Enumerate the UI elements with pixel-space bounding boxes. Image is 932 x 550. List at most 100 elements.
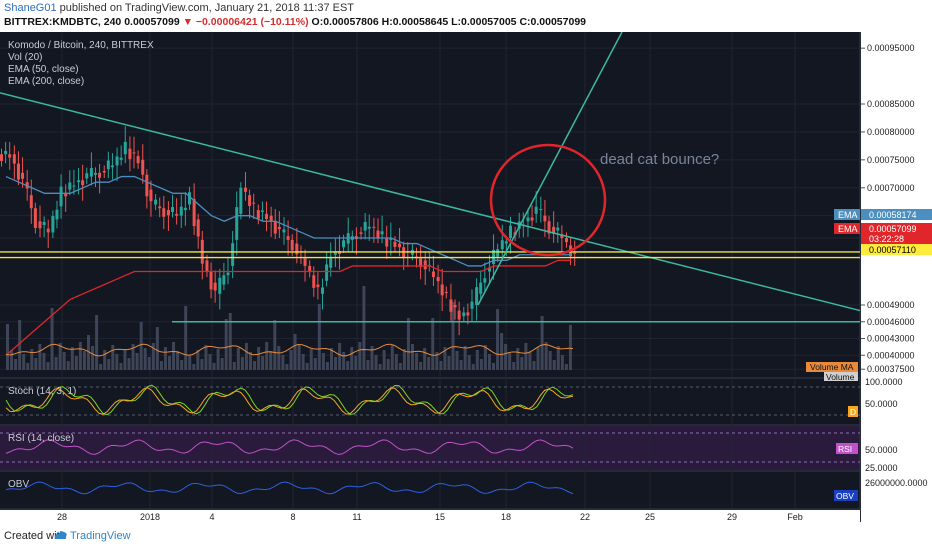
candle-body (321, 287, 325, 294)
volume-bar (147, 357, 151, 370)
rising-trendline[interactable] (477, 32, 623, 306)
close-value: 0.00057099 (530, 16, 587, 28)
volume-bar (184, 306, 188, 370)
candle-body (141, 159, 145, 175)
price-badge-value: 03:22:28 (869, 234, 904, 244)
time-tick-label: 28 (57, 512, 67, 522)
volume-bar (22, 354, 26, 370)
candle-body (475, 287, 479, 305)
highlight-circle[interactable] (489, 143, 607, 257)
time-tick-label: 11 (352, 512, 361, 522)
candle-body (312, 275, 316, 288)
volume-bar (257, 347, 261, 370)
tradingview-cloud-icon (54, 531, 67, 539)
volume-bar (382, 350, 386, 370)
main-pane-bg (0, 32, 860, 377)
price-tick-label: 0.00085000 (867, 99, 915, 109)
open-value: 0.00057806 (323, 16, 379, 28)
volume-bar (423, 348, 427, 370)
volume-bar (411, 344, 414, 370)
volume-bar (500, 333, 504, 370)
volume-bar (82, 351, 86, 370)
time-tick-label: 4 (209, 512, 214, 522)
candle-body (508, 225, 512, 238)
volume-bar (192, 364, 196, 370)
candle-body (290, 239, 294, 251)
candle-body (68, 182, 72, 190)
candle-body (196, 219, 200, 237)
time-tick-label: 18 (501, 512, 511, 522)
candle-body (483, 278, 487, 283)
price-axis[interactable]: 0.00095000 0.00085000 0.00080000 0.00075000… (806, 32, 932, 522)
time-tick-label: 2018 (140, 512, 160, 522)
legend-entry: Vol (20) (8, 52, 42, 63)
volume-bar (516, 348, 520, 370)
candle-body (145, 174, 149, 197)
volume-bar (74, 356, 78, 370)
candle-body (431, 271, 435, 278)
volume-bar (334, 357, 338, 370)
candle-body (93, 172, 97, 175)
volume-bar (135, 353, 139, 370)
volume-bar (212, 363, 216, 370)
legend-entry: EMA (200, close) (8, 76, 84, 87)
volume-bar (119, 363, 123, 370)
candle-body (226, 272, 230, 276)
candle-body (4, 150, 8, 155)
candle-body (166, 210, 170, 216)
volume-bar (350, 347, 354, 370)
author-link[interactable]: ShaneG01 (4, 2, 57, 14)
candle-body (547, 221, 551, 234)
candle-body (123, 141, 127, 155)
candle-body (179, 206, 183, 216)
pane-tick-label: 50.0000 (865, 399, 898, 409)
volume-bar (26, 363, 30, 370)
volume-bar (208, 354, 212, 370)
time-axis[interactable]: 28 2018 4 8 11 15 18 22 25 29 Feb (0, 510, 860, 522)
volume-bar (163, 347, 167, 370)
candle-body (308, 265, 312, 272)
candle-body (380, 231, 384, 235)
volume-bar (471, 364, 475, 370)
time-tick-label: 25 (645, 512, 655, 522)
candle-body (106, 160, 110, 170)
pane-title: Stoch (14, 3, 1) (8, 386, 76, 397)
candle-body (42, 221, 46, 225)
price-chart[interactable]: dead cat bounce? 0.000950000.000850000.0… (0, 32, 932, 522)
volume-bar (232, 362, 236, 370)
pane-tick-label: 50.0000 (865, 445, 898, 455)
candle-body (98, 172, 102, 178)
candle-body (543, 215, 547, 222)
candle-body (333, 251, 337, 255)
volume-bar (78, 342, 82, 370)
price-tick-label: 0.00040000 (867, 350, 915, 360)
price-tick-label: 0.00046000 (867, 317, 915, 327)
obv-pane-bg (0, 472, 860, 508)
volume-bar (91, 346, 95, 370)
candle-body (496, 249, 500, 257)
volume-bar (338, 343, 342, 370)
pane-tick-label: 100.0000 (865, 377, 903, 387)
volume-bar (317, 304, 321, 370)
candle-body (154, 199, 158, 205)
price-tick-label: 0.00095000 (867, 43, 915, 53)
volume-bar (107, 359, 111, 370)
volume-bar (483, 345, 487, 370)
volume-bar (362, 286, 366, 370)
volume-bar (560, 355, 564, 370)
volume-bar (18, 320, 22, 370)
badge-tag (834, 223, 860, 234)
chart-stage[interactable]: dead cat bounce? 0.00095000 0.00085000 0.0… (0, 32, 932, 522)
volume-bar (394, 354, 398, 370)
candle-body (359, 232, 363, 234)
volume-bar (14, 359, 18, 370)
descending-trendline[interactable] (0, 92, 861, 312)
candle-body (504, 241, 508, 244)
high-label: H: (381, 16, 393, 28)
tradingview-brand[interactable]: TradingView (70, 530, 131, 542)
candle-body (265, 213, 269, 220)
volume-bar (419, 362, 423, 370)
volume-bar (228, 313, 232, 370)
ema-200-line (5, 259, 571, 356)
price-badge (861, 223, 932, 234)
